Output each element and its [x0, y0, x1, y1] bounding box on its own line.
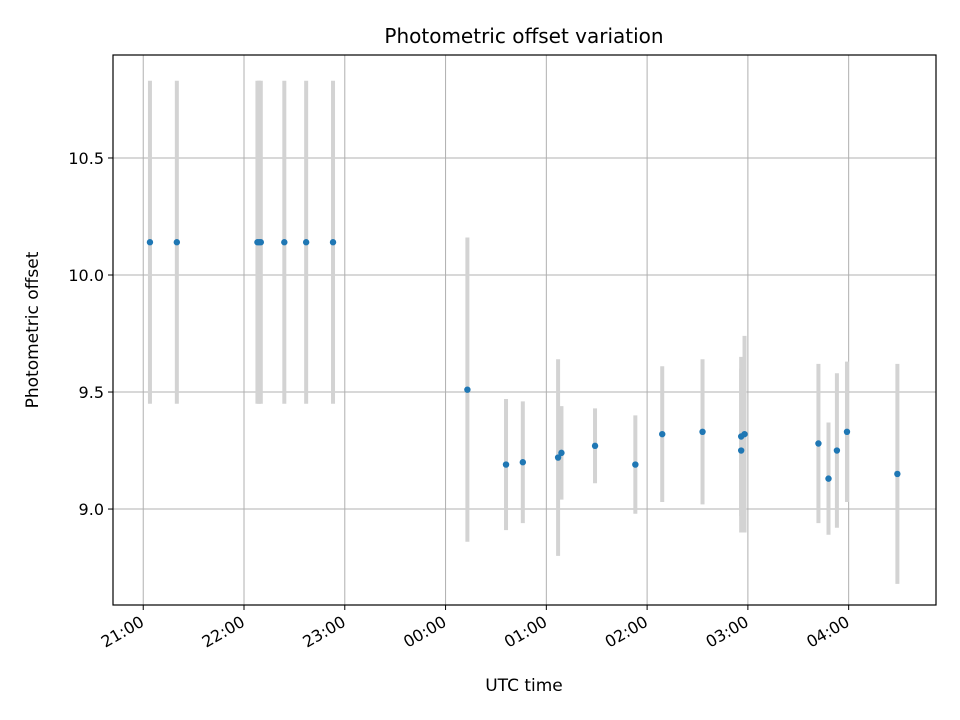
y-tick-label: 10.0	[68, 266, 104, 285]
data-point	[825, 475, 832, 482]
plot-frame	[112, 54, 937, 606]
data-point	[659, 430, 666, 438]
x-tick-label: 03:00	[702, 612, 751, 652]
data-point	[257, 239, 265, 246]
data-point	[741, 430, 748, 438]
data-point	[591, 442, 599, 450]
data-point	[894, 470, 901, 478]
data-point	[502, 461, 510, 468]
y-axis-ticks: 9.0 9.5 10.0 10.5	[68, 149, 113, 519]
data-point	[699, 428, 706, 436]
data-point	[843, 428, 851, 436]
data-point	[281, 239, 288, 246]
y-axis-label: Photometric offset	[23, 251, 43, 408]
x-tick-label: 21:00	[98, 612, 147, 652]
x-tick-label: 23:00	[299, 612, 348, 652]
data-point	[519, 459, 527, 466]
x-axis-ticks: 21:00 22:00 23:00 00:00 01:00 02:00 03:00 04:00	[98, 605, 853, 652]
data-point	[815, 440, 822, 447]
x-tick-label: 01:00	[501, 612, 550, 652]
data-point	[146, 239, 154, 246]
data-point	[554, 454, 562, 461]
data-point	[632, 461, 639, 468]
data-point	[558, 449, 565, 457]
y-tick-label: 10.5	[68, 149, 104, 168]
y-tick-label: 9.0	[79, 500, 104, 519]
data-points	[146, 239, 901, 482]
data-point	[833, 447, 841, 454]
data-point	[302, 239, 310, 246]
x-tick-label: 02:00	[602, 612, 651, 652]
chart-title: Photometric offset variation	[384, 24, 663, 48]
x-tick-label: 00:00	[400, 612, 449, 652]
y-tick-label: 9.5	[79, 383, 104, 402]
x-tick-label: 22:00	[199, 612, 248, 652]
error-bars	[147, 80, 900, 584]
x-axis-label: UTC time	[485, 676, 563, 696]
data-point	[173, 239, 181, 246]
x-tick-label: 04:00	[803, 612, 852, 652]
data-point	[737, 447, 745, 454]
data-point	[464, 386, 471, 393]
data-point	[329, 239, 337, 246]
